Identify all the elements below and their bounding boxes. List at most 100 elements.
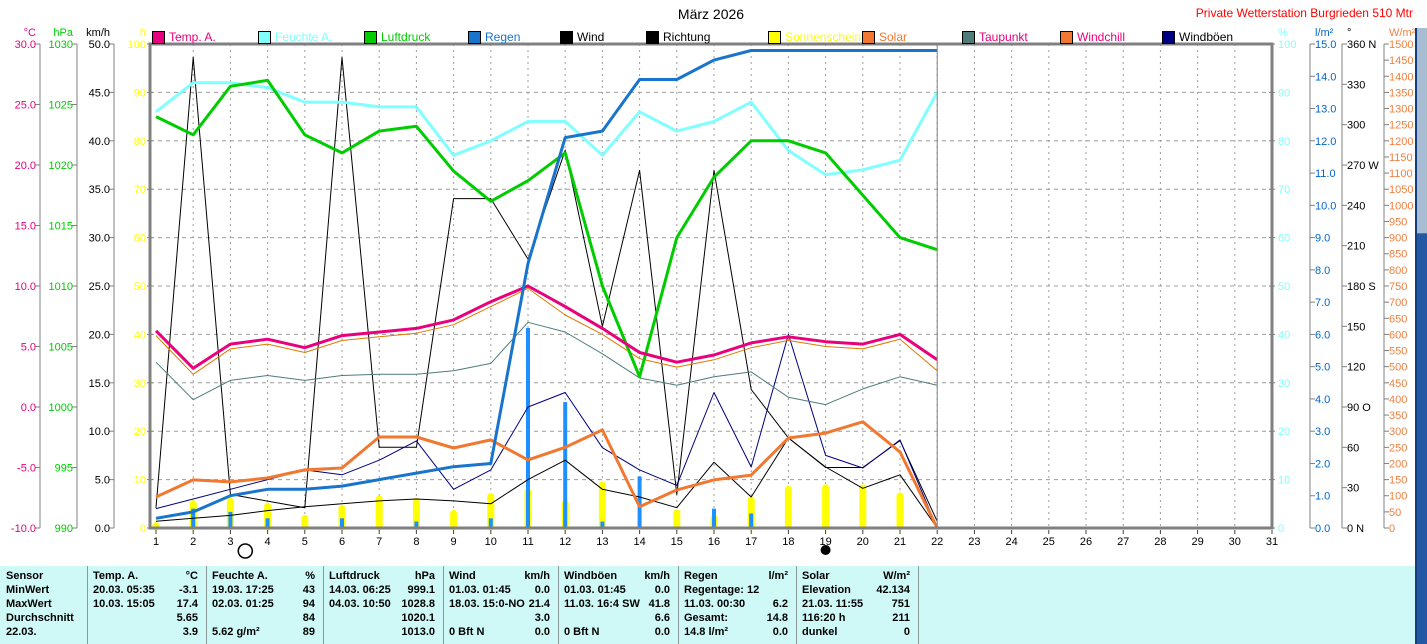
tick-label: 4.0 [1315,394,1330,406]
tick-label: 700 [1389,297,1407,309]
legend-item-solar: Solar [862,30,907,44]
feuchte-a-min-info: 19.03. 17:25 [212,584,274,596]
tick-label: 1150 [1389,152,1413,164]
tick-label: 14.0 [1315,71,1336,83]
tick-label: 80 [134,136,146,148]
luftdruck-swatch-icon [364,30,377,44]
tick-label: 200 [1389,458,1407,470]
tick-label: 1000 [49,402,73,414]
feuchte-a-avg-value: 84 [302,612,315,624]
axis-: 360 N 330 300 270 W 240 210 180 S 150 120 90 O 60 3… [1341,27,1379,535]
tick-label: 800 [1389,265,1407,277]
col-unit: % [305,570,315,582]
tick-label: 90 O [1347,402,1371,414]
temp-a-max-value: 17.4 [176,598,198,610]
tick-label: 50 [1278,281,1290,293]
tick-label: 11.0 [1315,168,1336,180]
regen-avg-info: Gesamt: [684,612,729,624]
windb-en-min-value: 0.0 [654,584,670,596]
row-label-maxwert: MaxWert [6,598,52,610]
tick-label: 1100 [1389,168,1413,180]
x-tick-label: 27 [1117,536,1129,548]
axis-header: W/m² [1389,27,1416,39]
table-divider [796,566,797,644]
tick-label: 7.0 [1315,297,1330,309]
axis-km-h: 50.0 45.0 40.0 35.0 30.0 25.0 20.0 15.0 10.0 5.0 0… [86,27,115,535]
series-temp-a [154,284,939,370]
legend-label: Wind [577,30,605,44]
plot-series [152,49,939,531]
tick-label: 50 [134,281,146,293]
tick-label: 30 [1347,483,1359,495]
x-tick-label: 28 [1154,536,1166,548]
scrollbar-thumb[interactable] [1417,28,1427,234]
row-label-sensor: Sensor [6,570,44,582]
temp-a-avg-value: 5.65 [176,612,198,624]
tick-label: 2.0 [1315,458,1330,470]
regen-today-info: 14.8 l/m² [684,626,729,638]
vertical-scrollbar[interactable] [1415,28,1427,644]
tick-label: 1010 [49,281,73,293]
series-taupunkt [155,321,938,406]
wind-today-value: 0.0 [534,626,550,638]
row-label-durchschnitt: Durchschnitt [6,612,74,624]
taupunkt-swatch-icon [962,30,975,44]
table-divider [87,566,88,644]
col-unit: °C [185,570,198,582]
windb-en-max-info: 11.03. 16:4 SW [564,598,640,610]
tick-label: 1025 [49,100,73,112]
tick-label: 0.0 [95,523,110,535]
legend-item-temp-a: Temp. A. [152,30,216,44]
legend-label: Solar [879,30,908,44]
col-header-regen: Regen [684,570,718,582]
x-tick-label: 4 [265,536,271,548]
tick-label: 60 [134,233,146,245]
tick-label: 400 [1389,394,1407,406]
series-luftdruck [155,78,938,379]
col-unit: W/m² [883,570,910,582]
x-tick-label: 12 [559,536,571,548]
solar-max-value: 751 [891,598,910,610]
col-header-windb-en: Windböen [564,570,618,582]
tick-label: 950 [1389,216,1407,228]
axis-hpa: 1030 1025 1020 1015 1010 1005 1000 995 990 hPa [49,27,78,535]
row-label-22-03: 22.03. [6,626,37,638]
table-divider [678,566,679,644]
tick-label: 50.0 [89,39,110,51]
x-tick-label: 2 [190,536,196,548]
tick-label: 1005 [49,342,73,354]
col-unit: hPa [414,570,435,582]
luftdruck-min-value: 999.1 [407,584,435,596]
col-header-luftdruck: Luftdruck [329,570,380,582]
x-tick-label: 24 [1005,536,1017,548]
x-tick-label: 19 [819,536,831,548]
tick-label: 90 [134,87,146,99]
tick-label: 330 [1347,79,1365,91]
tick-label: 995 [55,463,73,475]
tick-label: 650 [1389,313,1407,325]
series-solar [155,420,939,529]
axis-header: % [1278,27,1288,39]
wind-avg-value: 3.0 [534,612,550,624]
solar-max-info: 21.03. 11:55 [802,598,864,610]
x-tick-label: 18 [782,536,794,548]
temp-a-max-info: 10.03. 15:05 [93,598,155,610]
tick-label: 3.0 [1315,426,1330,438]
tick-label: 990 [55,523,73,535]
table-divider [206,566,207,644]
tick-label: 0 N [1347,523,1364,535]
tick-label: 20 [134,426,146,438]
tick-label: 600 [1389,329,1407,341]
axis-header: l/m² [1315,27,1334,39]
tick-label: 550 [1389,346,1407,358]
legend-label: Richtung [663,30,711,44]
tick-label: 90 [1278,87,1290,99]
tick-label: 30 [134,378,146,390]
x-tick-label: 14 [633,536,645,548]
solar-avg-info: 116:20 h [802,612,846,624]
legend-item-wind: Wind [560,30,604,44]
legend-label: Feuchte A. [275,30,333,44]
axis-c: 30.0 25.0 20.0 15.0 10.0 5.0 0.0 -5.0 -10.0 °C [11,27,41,535]
tick-label: 10 [134,475,146,487]
